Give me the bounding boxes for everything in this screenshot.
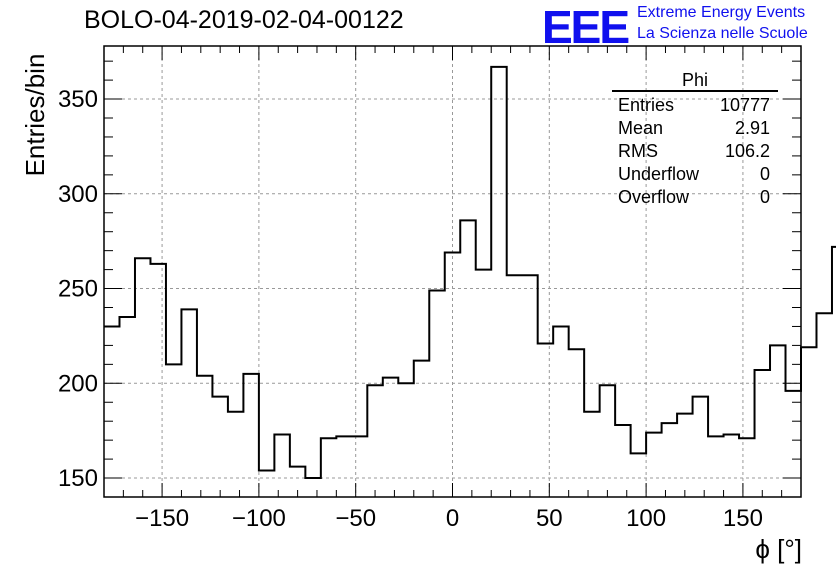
histogram-bin <box>321 438 336 497</box>
stats-label: RMS <box>618 141 658 161</box>
histogram-bin <box>832 247 836 497</box>
histogram-bin <box>383 378 398 497</box>
histogram-bin <box>507 275 522 497</box>
x-tick-label: 150 <box>723 505 763 532</box>
histogram-bin <box>398 383 413 497</box>
stats-title: Phi <box>612 70 778 92</box>
stats-value: 0 <box>759 164 770 184</box>
histogram-bin <box>786 391 801 497</box>
histogram-bin <box>367 385 382 497</box>
eee-logo-line1: Extreme Energy Events <box>637 4 806 21</box>
stats-value: 10777 <box>719 95 770 115</box>
stats-row-entries: Entries 10777 <box>612 94 778 117</box>
histogram-bin <box>119 317 134 497</box>
y-tick-label: 300 <box>58 181 98 208</box>
histogram-bin <box>600 385 615 497</box>
histogram-bin <box>445 253 460 497</box>
chart-title: BOLO-04-2019-02-04-00122 <box>84 6 404 34</box>
histogram-bin <box>460 220 475 497</box>
y-tick-label: 200 <box>58 370 98 397</box>
x-tick-label: 100 <box>626 505 666 532</box>
y-tick-label: 250 <box>58 276 98 303</box>
histogram-bin <box>584 412 599 497</box>
histogram-bin <box>538 344 553 497</box>
histogram-bin <box>181 309 196 497</box>
histogram-bin <box>801 347 816 497</box>
stats-value: 106.2 <box>724 141 770 161</box>
histogram-bin <box>724 434 739 497</box>
histogram-bin <box>243 374 258 497</box>
x-axis-label: ϕ [°] <box>755 534 802 564</box>
y-axis-label: Entries/bin <box>20 53 50 177</box>
stats-box: Phi Entries 10777 Mean 2.91 RMS 106.2 Un… <box>612 70 778 209</box>
histogram-bin <box>708 436 723 497</box>
y-tick-label: 350 <box>58 86 98 113</box>
histogram-bin <box>135 258 150 497</box>
eee-logo-line2: La Scienza nelle Scuole <box>637 25 808 42</box>
stats-row-overflow: Overflow 0 <box>612 186 778 209</box>
stats-row-underflow: Underflow 0 <box>612 163 778 186</box>
histogram-bin <box>212 397 227 497</box>
histogram-bin <box>553 326 568 497</box>
histogram-bin <box>228 412 243 497</box>
histogram-bin <box>150 264 165 497</box>
stats-label: Entries <box>618 95 675 115</box>
x-tick-label: −150 <box>135 505 189 532</box>
histogram-bin <box>615 425 630 497</box>
stats-row-rms: RMS 106.2 <box>612 140 778 163</box>
x-tick-label: 0 <box>446 505 459 532</box>
histogram-bin <box>259 470 274 497</box>
stats-value: 2.91 <box>734 118 770 138</box>
x-tick-label: −50 <box>335 505 376 532</box>
histogram-bin <box>755 370 770 497</box>
stats-label: Overflow <box>618 187 690 207</box>
histogram-bin <box>522 275 537 497</box>
stats-value: 0 <box>759 187 770 207</box>
histogram-bin <box>414 361 429 497</box>
histogram-bin <box>770 345 785 497</box>
histogram-bin <box>631 453 646 497</box>
histogram-bin <box>166 364 181 497</box>
histogram-bin <box>352 436 367 497</box>
histogram-bin <box>336 436 351 497</box>
histogram-bin <box>646 433 661 497</box>
y-tick-label: 150 <box>58 465 98 492</box>
histogram-bin <box>491 67 506 497</box>
histogram-bin <box>662 423 677 497</box>
histogram-bin <box>274 434 289 497</box>
stats-label: Mean <box>618 118 664 138</box>
stats-row-mean: Mean 2.91 <box>612 117 778 140</box>
histogram-bin <box>305 478 320 497</box>
histogram-bin <box>569 349 584 497</box>
histogram-bin <box>816 313 831 497</box>
x-tick-label: 50 <box>536 505 563 532</box>
histogram-bin <box>739 438 754 497</box>
histogram-bin <box>429 290 444 497</box>
histogram-bin <box>197 376 212 497</box>
histogram-bin <box>677 414 692 497</box>
histogram-outline <box>104 65 836 480</box>
histogram-bin <box>693 397 708 497</box>
eee-logo: EEE <box>542 1 630 53</box>
histogram-bin <box>104 326 119 497</box>
histogram-bin <box>476 270 491 497</box>
x-tick-label: −100 <box>232 505 286 532</box>
stats-label: Underflow <box>618 164 700 184</box>
